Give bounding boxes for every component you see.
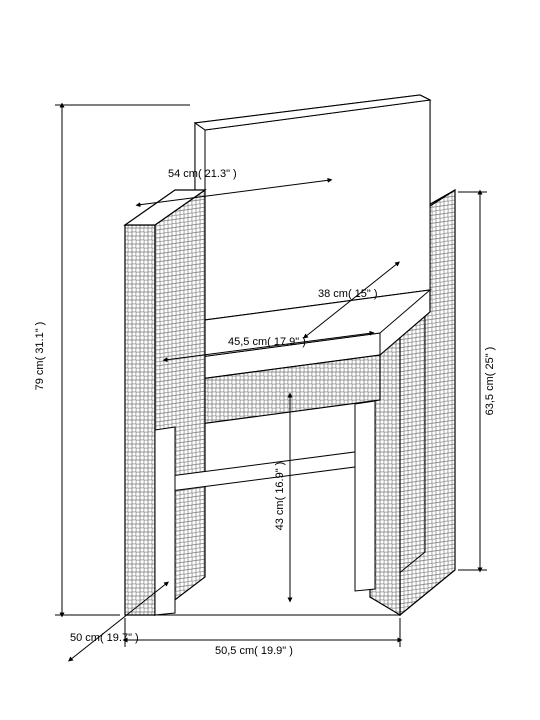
dim-arm-height: 63,5 cm( 25" ) xyxy=(484,331,496,431)
backrest-cushion xyxy=(195,95,430,320)
dim-backrest-width: 54 cm( 21.3" ) xyxy=(168,168,237,180)
dim-seat-depth: 38 cm( 15" ) xyxy=(318,288,378,300)
chair-drawing xyxy=(0,0,540,720)
diagram-canvas: 79 cm( 31.1" ) 43 cm( 16.9" ) 63,5 cm( 2… xyxy=(0,0,540,720)
dim-overall-height: 79 cm( 31.1" ) xyxy=(34,306,46,406)
dim-seat-width: 45,5 cm( 17.9" ) xyxy=(228,336,306,348)
dim-depth: 50 cm( 19.7" ) xyxy=(70,632,139,644)
dim-overall-width: 50,5 cm( 19.9" ) xyxy=(215,645,293,657)
dim-seat-height: 43 cm( 16.9" ) xyxy=(274,446,286,546)
